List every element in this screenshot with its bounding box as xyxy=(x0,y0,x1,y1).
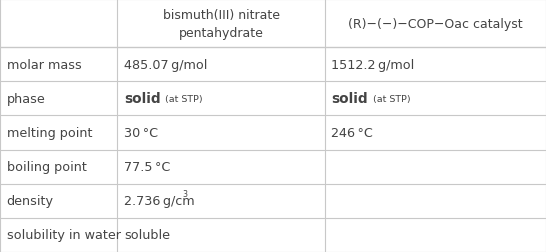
Text: solid: solid xyxy=(331,92,368,106)
Text: 246 °C: 246 °C xyxy=(331,127,373,139)
Text: solubility in water: solubility in water xyxy=(7,229,121,241)
Text: 3: 3 xyxy=(182,189,187,198)
Text: 485.07 g/mol: 485.07 g/mol xyxy=(124,58,207,71)
Text: phase: phase xyxy=(7,92,45,105)
Text: 77.5 °C: 77.5 °C xyxy=(124,161,170,173)
Text: molar mass: molar mass xyxy=(7,58,81,71)
Text: soluble: soluble xyxy=(124,229,170,241)
Text: (R)−(−)−COP−Oac catalyst: (R)−(−)−COP−Oac catalyst xyxy=(348,17,523,30)
Text: (at STP): (at STP) xyxy=(159,94,203,103)
Text: (at STP): (at STP) xyxy=(367,94,411,103)
Text: 30 °C: 30 °C xyxy=(124,127,158,139)
Text: melting point: melting point xyxy=(7,127,92,139)
Text: bismuth(III) nitrate
pentahydrate: bismuth(III) nitrate pentahydrate xyxy=(163,9,280,39)
Text: solid: solid xyxy=(124,92,161,106)
Text: density: density xyxy=(7,195,54,207)
Text: 1512.2 g/mol: 1512.2 g/mol xyxy=(331,58,414,71)
Text: boiling point: boiling point xyxy=(7,161,86,173)
Text: 2.736 g/cm: 2.736 g/cm xyxy=(124,195,194,207)
